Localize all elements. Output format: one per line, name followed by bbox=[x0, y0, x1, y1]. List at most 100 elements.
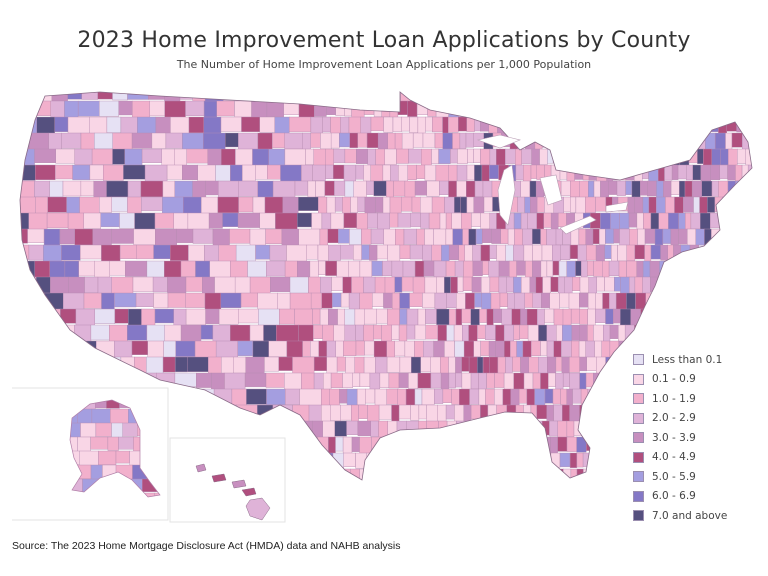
county-cell bbox=[730, 388, 738, 405]
county-cell bbox=[654, 228, 664, 248]
county-cell bbox=[35, 164, 56, 181]
county-cell bbox=[434, 452, 444, 469]
county-cell bbox=[730, 260, 741, 277]
county-cell bbox=[474, 180, 484, 198]
county-cell bbox=[203, 132, 226, 151]
county-cell bbox=[490, 436, 499, 455]
county-cell bbox=[448, 244, 460, 261]
county-cell bbox=[477, 100, 487, 115]
county-cell bbox=[417, 308, 426, 327]
county-cell bbox=[54, 324, 75, 344]
county-cell bbox=[610, 116, 618, 133]
county-cell bbox=[735, 485, 745, 502]
county-cell bbox=[164, 324, 182, 342]
county-cell bbox=[697, 148, 704, 164]
county-cell bbox=[277, 452, 297, 468]
county-cell bbox=[500, 228, 509, 244]
county-cell bbox=[677, 292, 688, 311]
county-cell bbox=[387, 452, 401, 470]
county-cell bbox=[310, 452, 322, 471]
county-cell bbox=[601, 388, 611, 404]
county-cell bbox=[593, 324, 604, 344]
county-cell bbox=[555, 356, 563, 372]
county-cell bbox=[255, 164, 268, 180]
county-cell bbox=[750, 356, 752, 372]
county-cell bbox=[188, 244, 205, 262]
legend-item: 1.0 - 1.9 bbox=[633, 389, 727, 409]
county-cell bbox=[371, 485, 384, 503]
county-cell bbox=[154, 492, 160, 497]
county-cell bbox=[211, 372, 225, 392]
county-cell bbox=[440, 372, 450, 391]
county-cell bbox=[585, 485, 591, 502]
county-cell bbox=[354, 308, 365, 327]
county-cell bbox=[248, 420, 263, 440]
county-cell bbox=[609, 404, 617, 420]
county-cell bbox=[711, 148, 721, 166]
county-cell bbox=[182, 132, 204, 151]
county-cell bbox=[433, 228, 447, 247]
county-cell bbox=[728, 404, 735, 420]
county-cell bbox=[265, 372, 285, 388]
county-cell bbox=[609, 388, 619, 406]
county-cell bbox=[20, 196, 36, 215]
county-cell bbox=[650, 244, 661, 260]
county-cell bbox=[595, 308, 606, 323]
county-cell bbox=[426, 180, 440, 197]
county-cell bbox=[722, 196, 734, 215]
county-cell bbox=[715, 132, 726, 152]
county-cell bbox=[20, 180, 35, 199]
county-cell bbox=[404, 340, 415, 358]
county-cell bbox=[392, 485, 404, 501]
legend: Less than 0.1 0.1 - 0.9 1.0 - 1.9 2.0 - … bbox=[633, 350, 727, 526]
county-cell bbox=[641, 100, 650, 118]
county-cell bbox=[20, 164, 36, 181]
county-cell bbox=[465, 420, 477, 438]
county-cell bbox=[395, 228, 405, 247]
county-cell bbox=[454, 260, 464, 277]
county-cell bbox=[533, 436, 541, 454]
county-cell bbox=[230, 260, 248, 279]
county-cell bbox=[538, 324, 548, 344]
county-cell bbox=[20, 308, 28, 328]
county-cell bbox=[497, 436, 507, 451]
county-cell bbox=[365, 388, 376, 404]
county-cell bbox=[208, 356, 222, 374]
county-cell bbox=[316, 485, 329, 499]
county-cell bbox=[382, 164, 391, 181]
county-cell bbox=[392, 116, 403, 132]
county-cell bbox=[659, 292, 669, 308]
county-cell bbox=[28, 212, 48, 232]
county-cell bbox=[678, 212, 686, 231]
county-cell bbox=[401, 132, 414, 151]
county-cell bbox=[625, 116, 633, 133]
county-cell bbox=[379, 372, 390, 388]
county-cell bbox=[464, 92, 472, 103]
county-cell bbox=[648, 164, 659, 182]
county-cell bbox=[265, 228, 283, 245]
county-cell bbox=[367, 404, 380, 423]
county-cell bbox=[284, 372, 302, 390]
county-cell bbox=[758, 245, 765, 261]
county-cell bbox=[63, 292, 85, 311]
county-cell bbox=[363, 276, 376, 294]
county-cell bbox=[80, 372, 99, 390]
county-cell bbox=[302, 340, 311, 357]
county-cell bbox=[232, 356, 246, 374]
county-cell bbox=[588, 180, 595, 199]
county-cell bbox=[126, 388, 149, 407]
county-cell bbox=[32, 468, 52, 480]
county-cell bbox=[509, 420, 520, 436]
county-cell bbox=[489, 276, 500, 293]
county-cell bbox=[318, 260, 326, 276]
county-cell bbox=[294, 308, 313, 326]
county-cell bbox=[450, 276, 458, 294]
county-cell bbox=[521, 148, 532, 165]
county-cell bbox=[73, 388, 88, 404]
county-cell bbox=[258, 436, 272, 456]
county-cell bbox=[472, 452, 481, 469]
county-cell bbox=[15, 485, 35, 499]
county-cell bbox=[340, 292, 350, 308]
county-cell bbox=[679, 180, 686, 199]
county-cell bbox=[555, 372, 564, 390]
